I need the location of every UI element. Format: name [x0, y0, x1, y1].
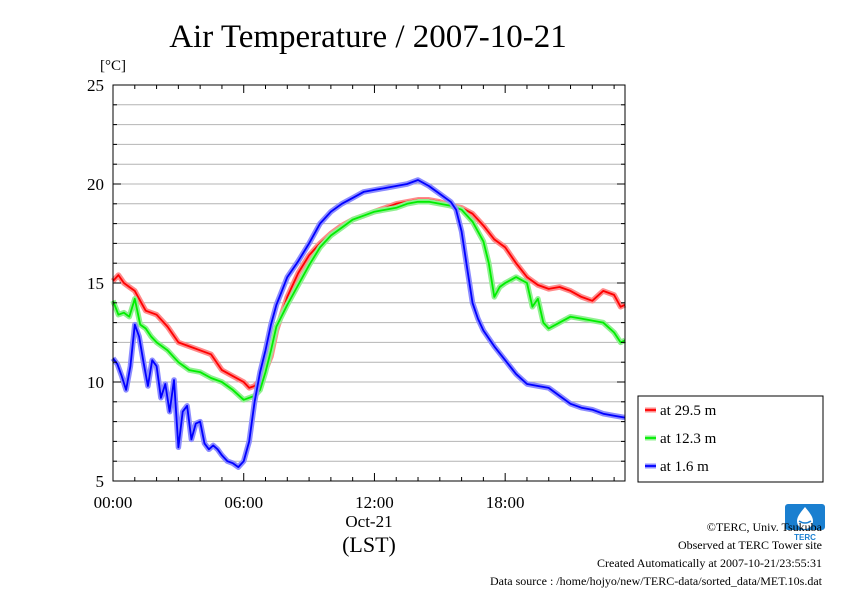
water-drop-icon — [797, 507, 813, 529]
footer-data-source: Data source : /home/hojyo/new/TERC-data/… — [489, 574, 822, 588]
y-tick-label: 10 — [87, 373, 104, 392]
legend-label: at 1.6 m — [660, 459, 709, 475]
x-date-label: Oct-21 — [345, 512, 392, 531]
footer-copyright: ©TERC, Univ. Tsukuba — [706, 520, 822, 534]
series-halo — [110, 197, 627, 391]
y-axis: 5 10 15 20 25 — [87, 76, 625, 491]
footer-observed: Observed at TERC Tower site — [677, 538, 822, 552]
grid-lines — [113, 104, 625, 462]
chart-title: Air Temperature / 2007-10-21 — [169, 19, 567, 55]
legend: at 29.5 m at 12.3 m at 1.6 m — [637, 395, 824, 483]
legend-label: at 29.5 m — [660, 403, 717, 419]
terc-logo: TERC — [785, 504, 825, 542]
plot-lines — [110, 177, 627, 470]
series-line — [112, 200, 626, 401]
x-axis-label: (LST) — [342, 532, 396, 557]
y-tick-label: 5 — [96, 472, 105, 491]
logo-text: TERC — [794, 533, 816, 542]
legend-box — [637, 395, 824, 483]
x-tick-label: 06:00 — [224, 493, 263, 512]
x-axis: 00:00 06:00 12:00 18:00 — [94, 85, 615, 512]
legend-label: at 12.3 m — [660, 431, 717, 447]
x-tick-label: 00:00 — [94, 493, 133, 512]
y-axis-label: [°C] — [100, 58, 126, 74]
series-line — [112, 179, 626, 469]
y-tick-label: 25 — [87, 76, 104, 95]
y-tick-label: 15 — [87, 274, 104, 293]
y-tick-label: 20 — [87, 175, 104, 194]
footer-created: Created Automatically at 2007-10-21/23:5… — [597, 556, 822, 570]
x-tick-label: 18:00 — [486, 493, 525, 512]
series-line — [112, 198, 626, 389]
x-tick-label: 12:00 — [355, 493, 394, 512]
